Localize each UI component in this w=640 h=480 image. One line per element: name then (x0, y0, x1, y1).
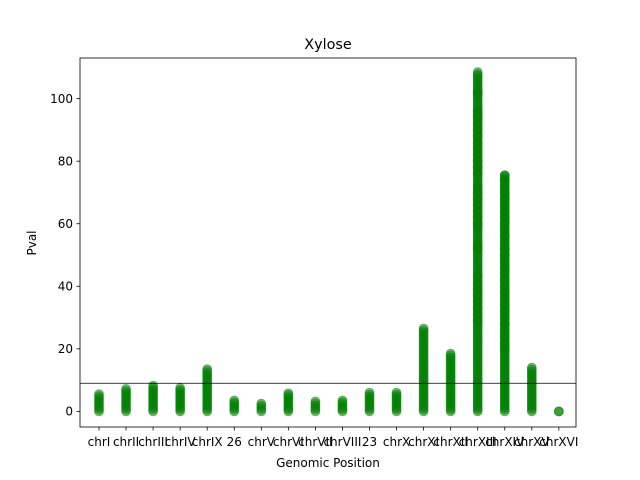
point-chrIII (148, 380, 159, 391)
x-tick-label: chrV (248, 435, 276, 449)
point-chrXII (445, 348, 456, 359)
point-chrXVI (553, 406, 564, 417)
point-23 (364, 387, 375, 398)
x-tick-label: chrXIV (485, 435, 525, 449)
x-tick-label: chrI (88, 435, 111, 449)
y-tick-label: 80 (58, 154, 73, 168)
point-chrXIII (472, 67, 483, 77)
x-tick-label: chrIII (138, 435, 168, 449)
y-axis-label: Pval (25, 230, 39, 255)
point-chrIX (202, 364, 213, 375)
point-26 (229, 395, 240, 406)
x-tick-label: chrXI (408, 435, 439, 449)
x-tick-label: chrVI (273, 435, 304, 449)
point-chrX (391, 387, 402, 398)
x-tick-label: chrII (113, 435, 139, 449)
x-tick-label: chrIX (192, 435, 223, 449)
x-tick-label: chrXVI (539, 435, 578, 449)
point-chrXIII (472, 243, 483, 254)
y-tick-label: 0 (65, 405, 73, 419)
point-chrII (121, 383, 131, 394)
point-chrI (94, 389, 104, 400)
point-chrVII (310, 396, 321, 407)
x-tick-label: chrXV (514, 435, 550, 449)
y-tick-label: 20 (58, 342, 73, 356)
x-tick-label: chrXIII (459, 435, 497, 449)
x-tick-label: chrXII (433, 435, 467, 449)
point-chrXI (418, 323, 429, 334)
y-axis: 0 20 40 60 80 100 (50, 92, 80, 419)
point-chrVI (283, 388, 294, 399)
x-tick-label: chrX (383, 435, 410, 449)
y-tick-label: 60 (58, 217, 73, 231)
point-chrXIV (499, 343, 510, 354)
x-tick-label: chrVIII (323, 435, 361, 449)
x-tick-label: 23 (362, 435, 377, 449)
point-chrV (256, 398, 267, 409)
x-tick-label: chrIV (165, 435, 197, 449)
point-chrIV (175, 383, 186, 393)
data-points (94, 67, 564, 417)
point-chrVIII (337, 395, 348, 406)
plot-frame (79, 57, 577, 428)
y-tick-label: 40 (58, 280, 73, 294)
point-chrXIII (472, 221, 483, 232)
point-chrXIII (472, 315, 483, 326)
y-tick-label: 100 (50, 92, 73, 106)
point-chrXV (526, 362, 537, 373)
x-axis-label: Genomic Position (276, 456, 380, 470)
point-chrXIII (472, 89, 483, 99)
x-tick-label: chrVII (298, 435, 332, 449)
chart-title: Xylose (304, 37, 352, 53)
point-chrXIII (472, 168, 483, 179)
x-tick-label: 26 (227, 435, 242, 449)
